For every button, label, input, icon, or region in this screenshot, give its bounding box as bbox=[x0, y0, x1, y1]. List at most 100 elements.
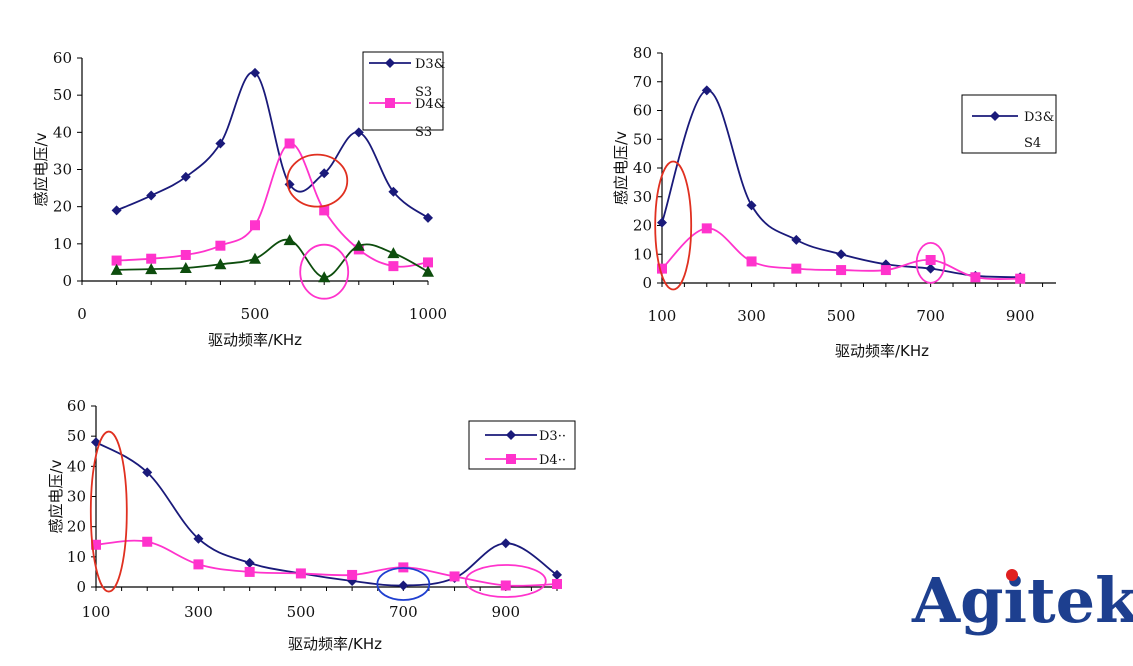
chart2-x-tick-label: 300 bbox=[737, 307, 766, 325]
chart1-series-1-point bbox=[146, 190, 157, 201]
chart3-y-tick-label: 10 bbox=[67, 548, 86, 566]
chart3-y-tick-label: 20 bbox=[67, 518, 86, 536]
chart3-series-2-point bbox=[295, 568, 306, 579]
chart2-y-tick-label: 50 bbox=[633, 130, 652, 148]
chart3-highlight-ellipse bbox=[376, 567, 431, 601]
chart1-y-tick-label: 40 bbox=[53, 123, 72, 141]
chart2-x-tick-label: 900 bbox=[1006, 307, 1035, 325]
chart1-highlight-ellipse bbox=[286, 153, 349, 208]
chart3-legend-marker bbox=[506, 430, 516, 440]
chart3-y-label: 感应电压/v bbox=[47, 459, 65, 533]
chart2-x-tick-label: 100 bbox=[648, 307, 677, 325]
chart3-legend bbox=[468, 420, 576, 470]
chart3-series-1-line bbox=[95, 441, 558, 587]
chart2-series-1-point bbox=[791, 234, 802, 245]
chart3-series-1-point bbox=[193, 533, 204, 544]
chart1-series-3-point bbox=[249, 252, 261, 264]
chart3-x-tick-label: 500 bbox=[287, 603, 316, 621]
chart3-series-2-point bbox=[449, 571, 460, 582]
chart1-y-tick-label: 50 bbox=[53, 86, 72, 104]
chart1-legend-marker bbox=[385, 58, 395, 68]
chart1-series-3-point bbox=[387, 247, 400, 259]
chart2-series-1-point bbox=[925, 263, 936, 274]
chart1-series-2-point bbox=[388, 261, 399, 272]
chart2-legend bbox=[961, 94, 1057, 154]
chart1-series-2-point bbox=[215, 240, 226, 251]
chart2-legend-label: S4 bbox=[1024, 136, 1041, 151]
chart1-x-label: 驱动频率/KHz bbox=[208, 331, 302, 349]
chart1-series-1-point bbox=[180, 171, 191, 182]
chart3-series-1-point bbox=[142, 467, 153, 478]
chart1-legend bbox=[362, 51, 444, 131]
chart2-series-2-point bbox=[970, 272, 981, 283]
chart2-x-label: 驱动频率/KHz bbox=[835, 342, 929, 360]
chart1-series-2-point bbox=[250, 220, 260, 231]
chart2-y-tick-label: 20 bbox=[633, 217, 652, 235]
chart1-series-1-point bbox=[319, 168, 330, 179]
chart3-highlight-ellipse bbox=[89, 430, 128, 593]
chart1-series-2-line bbox=[116, 142, 429, 268]
chart2-series-2-point bbox=[880, 265, 891, 276]
chart2-y-tick-label: 30 bbox=[633, 188, 652, 206]
chart1-highlight-ellipse bbox=[299, 243, 350, 300]
chart2-highlight-ellipse bbox=[915, 241, 946, 284]
chart1-legend-label: D4& bbox=[415, 97, 445, 112]
chart3-x-tick-label: 700 bbox=[389, 603, 418, 621]
chart1-y-tick-label: 60 bbox=[53, 49, 72, 67]
chart2-series-2-point bbox=[836, 265, 847, 276]
chart1-series-2-point bbox=[180, 249, 191, 260]
chart2-series-1-point bbox=[836, 249, 847, 260]
chart1-legend-label: S3 bbox=[415, 125, 432, 140]
chart3-series-1-point bbox=[244, 557, 255, 568]
chart3-series-1-point bbox=[552, 569, 562, 580]
chart1-legend-label: D3& bbox=[415, 57, 445, 72]
chart1-y-tick-label: 10 bbox=[53, 235, 72, 253]
chart3-x-label: 驱动频率/KHz bbox=[288, 635, 382, 653]
chart1-y-tick-label: 0 bbox=[62, 272, 72, 290]
chart1-series-3-point bbox=[145, 263, 158, 275]
chart2-y-tick-label: 80 bbox=[633, 44, 652, 62]
chart1-series-3-point bbox=[179, 261, 192, 273]
chart1-y-label: 感应电压/v bbox=[32, 132, 50, 206]
chart1-series-1-point bbox=[111, 205, 122, 216]
chart3-x-tick-label: 300 bbox=[184, 603, 213, 621]
chart1-series-1-point bbox=[423, 212, 433, 223]
chart3-series-2-line bbox=[95, 539, 558, 587]
chart1-series-1-point bbox=[388, 186, 399, 197]
chart2-legend-label: D3& bbox=[1024, 110, 1054, 125]
chart1-series-2-point bbox=[111, 255, 122, 266]
chart3-x-tick-label: 100 bbox=[82, 603, 111, 621]
chart1-series-2-point bbox=[146, 253, 157, 264]
chart3-series-1-point bbox=[398, 580, 409, 591]
chart3-series-2-point bbox=[91, 539, 101, 550]
chart2-highlight-ellipse bbox=[654, 160, 693, 291]
chart3-y-tick-label: 40 bbox=[67, 457, 86, 475]
chart3-highlight-ellipse bbox=[464, 564, 547, 598]
chart3-series-2-point bbox=[500, 580, 511, 591]
chart3-y-tick-label: 0 bbox=[76, 578, 86, 596]
chart1-series-1-point bbox=[215, 138, 226, 149]
agitek-logo-dot bbox=[1006, 569, 1018, 581]
chart1-series-3-point bbox=[352, 239, 365, 251]
chart1-x-tick-label: 1000 bbox=[409, 305, 447, 323]
chart2-y-label: 感应电压/v bbox=[612, 131, 630, 205]
chart2-x-tick-label: 700 bbox=[916, 307, 945, 325]
chart1-series-3-point bbox=[214, 258, 227, 270]
chart2-y-tick-label: 60 bbox=[633, 102, 652, 120]
chart2-y-tick-label: 40 bbox=[633, 159, 652, 177]
chart2-series-1-point bbox=[746, 200, 757, 211]
chart3-series-2-point bbox=[142, 536, 153, 547]
chart1-series-1-point bbox=[250, 67, 260, 78]
chart1-series-1-line bbox=[116, 71, 429, 219]
chart2-series-2-point bbox=[657, 263, 667, 274]
chart3-series-2-point bbox=[552, 578, 562, 589]
chart1-legend-marker bbox=[385, 98, 395, 108]
chart3-legend-label: D4·· bbox=[539, 453, 566, 468]
chart2-x-tick-label: 500 bbox=[827, 307, 856, 325]
chart1-series-2-point bbox=[319, 205, 330, 216]
chart2-y-tick-label: 0 bbox=[642, 274, 652, 292]
chart3-series-2-point bbox=[193, 559, 204, 570]
chart3-y-tick-label: 50 bbox=[67, 427, 86, 445]
chart2-series-2-point bbox=[1015, 273, 1026, 284]
